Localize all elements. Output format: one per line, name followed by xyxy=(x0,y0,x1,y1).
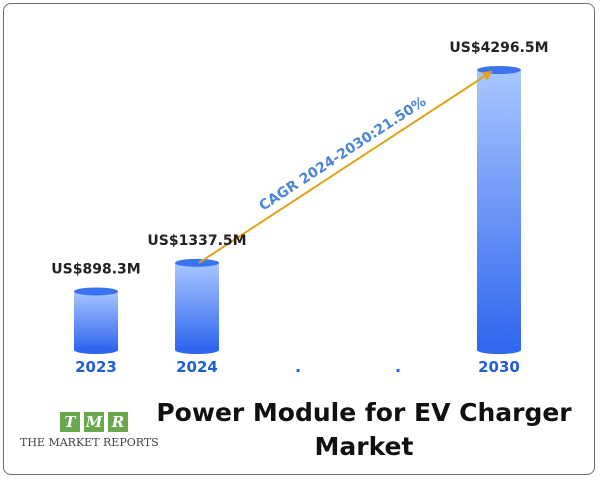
bar-2023 xyxy=(74,287,118,354)
logo-letter-r: R xyxy=(108,412,128,432)
value-label-2024: US$1337.5M xyxy=(147,233,246,249)
cagr-arrow xyxy=(198,70,493,264)
value-label-2030: US$4296.5M xyxy=(449,40,548,56)
year-label-2030: 2030 xyxy=(478,358,520,376)
chart-title-line-2: Market xyxy=(314,432,414,461)
chart-title: Power Module for EV Charger Market xyxy=(150,396,578,464)
bar-2030 xyxy=(477,66,521,354)
tmr-logo: T M R THE MARKET REPORTS xyxy=(20,412,160,458)
axis-ellipsis-label: . xyxy=(295,357,301,376)
value-label-2023: US$898.3M xyxy=(51,261,140,277)
chart-title-line-1: Power Module for EV Charger xyxy=(156,398,572,427)
year-label-2023: 2023 xyxy=(75,358,117,376)
logo-letter-t: T xyxy=(60,412,80,432)
logo-company-name: THE MARKET REPORTS xyxy=(20,436,159,449)
chart-frame xyxy=(3,3,595,475)
axis-ellipsis-label: . xyxy=(395,357,401,376)
logo-letter-m: M xyxy=(84,412,104,432)
cagr-annotation: CAGR 2024-2030:21.50% xyxy=(256,94,429,215)
year-label-2024: 2024 xyxy=(176,358,218,376)
bar-2024 xyxy=(175,258,219,354)
